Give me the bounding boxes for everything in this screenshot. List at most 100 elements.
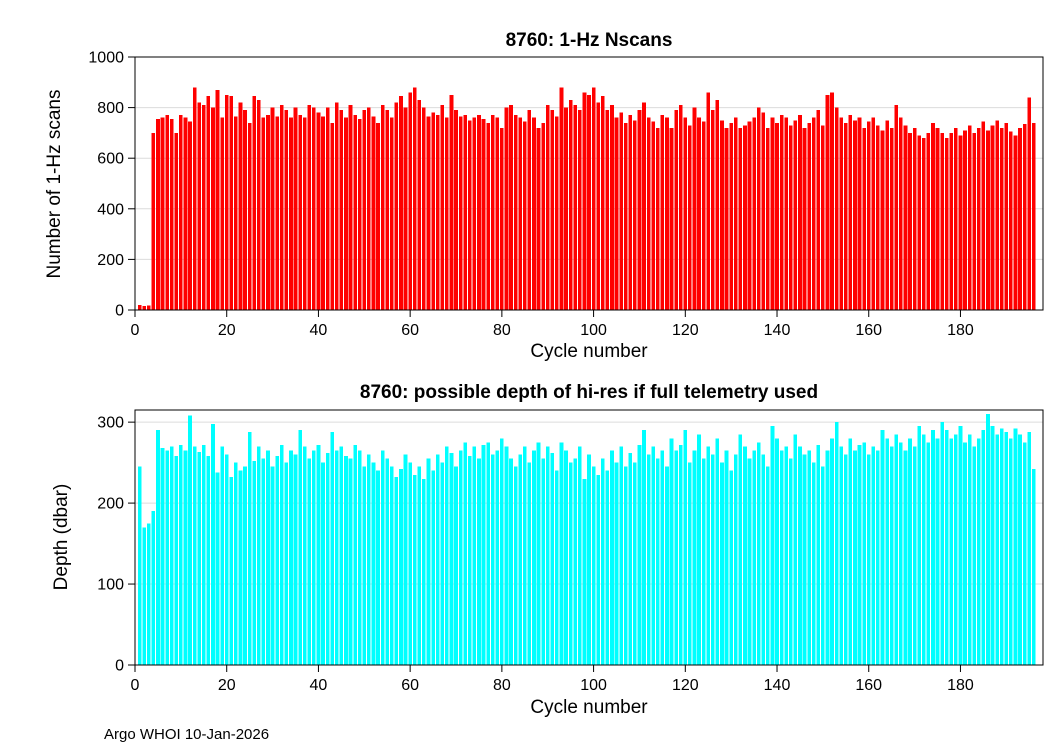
bar — [467, 120, 472, 310]
bar — [903, 450, 908, 665]
bar — [298, 430, 302, 665]
bar — [353, 444, 357, 665]
bar — [940, 422, 944, 665]
bar — [454, 466, 458, 665]
bar — [215, 89, 220, 310]
bar — [940, 132, 944, 310]
bar — [766, 127, 770, 310]
bar — [963, 130, 967, 310]
bar — [270, 107, 275, 310]
bar — [243, 110, 247, 310]
bar — [289, 450, 293, 665]
bar — [559, 87, 564, 310]
bar — [316, 444, 321, 665]
bar — [367, 107, 371, 310]
bar — [692, 107, 697, 310]
bar — [958, 135, 963, 310]
bar — [353, 115, 357, 310]
bar — [463, 442, 468, 665]
bar — [229, 96, 234, 310]
bar — [628, 452, 633, 665]
x-tick-label: 180 — [947, 677, 974, 694]
bar — [587, 454, 591, 665]
bar — [899, 117, 903, 310]
bar — [766, 466, 770, 665]
bar — [568, 462, 573, 665]
y-tick-label: 600 — [97, 151, 124, 168]
bar — [573, 458, 578, 665]
bar — [830, 438, 834, 665]
bar — [720, 462, 724, 665]
x-tick-label: 0 — [131, 322, 140, 339]
y-tick-label: 300 — [97, 415, 124, 432]
bar — [738, 127, 743, 310]
bar — [330, 122, 335, 310]
bar — [995, 120, 999, 310]
bar — [477, 458, 481, 665]
bar — [935, 438, 940, 665]
bar — [367, 454, 371, 665]
bar — [756, 442, 761, 665]
bar — [220, 446, 224, 665]
bar — [784, 446, 789, 665]
y-tick-label: 200 — [97, 496, 124, 513]
bar — [857, 444, 862, 665]
bar — [472, 117, 477, 310]
bar — [348, 458, 353, 665]
bar — [921, 434, 926, 665]
x-tick-label: 60 — [401, 677, 419, 694]
bar — [137, 466, 142, 665]
bar — [715, 100, 720, 310]
bar — [642, 430, 646, 665]
bar — [380, 450, 385, 665]
bar — [843, 122, 848, 310]
bar — [655, 458, 660, 665]
bar — [261, 117, 266, 310]
bar — [637, 110, 642, 310]
bar — [160, 117, 165, 310]
bar — [518, 454, 523, 665]
bar — [729, 122, 733, 310]
bar — [275, 116, 279, 310]
bar — [348, 105, 353, 310]
bar — [1013, 135, 1018, 310]
bar — [284, 110, 289, 310]
bar — [412, 474, 417, 665]
bar — [917, 135, 922, 310]
bar — [389, 117, 394, 310]
bar — [256, 100, 261, 310]
bar — [701, 121, 706, 311]
bar — [376, 122, 380, 310]
bar — [532, 450, 536, 665]
bar — [733, 117, 738, 310]
bar — [179, 444, 183, 665]
bar — [247, 431, 252, 665]
bar — [151, 132, 156, 310]
bar — [788, 125, 793, 310]
bar — [628, 115, 633, 310]
bar — [431, 470, 435, 665]
bar — [688, 462, 692, 665]
bar — [990, 125, 995, 310]
bar — [633, 462, 637, 665]
bar — [568, 100, 573, 310]
bar — [651, 446, 656, 665]
bar — [165, 450, 169, 665]
bar — [527, 462, 532, 665]
bar — [266, 115, 270, 310]
bar — [637, 444, 642, 665]
bar — [275, 456, 279, 665]
bar — [889, 446, 894, 665]
bar — [188, 121, 192, 311]
bar — [908, 132, 912, 310]
bar — [1027, 431, 1032, 665]
bar — [816, 444, 821, 665]
bar — [958, 426, 963, 665]
bar — [555, 470, 559, 665]
bar — [169, 118, 174, 310]
bar — [541, 458, 545, 665]
bar — [339, 446, 344, 665]
x-tick-label: 120 — [672, 677, 699, 694]
bar — [550, 452, 555, 665]
